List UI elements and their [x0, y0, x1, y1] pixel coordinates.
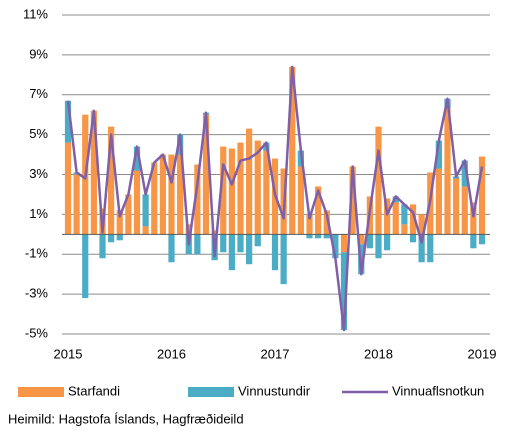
bar [461, 160, 468, 187]
bar [427, 234, 434, 263]
bar [228, 234, 235, 271]
y-tick-label: 3% [29, 166, 48, 181]
bar [349, 166, 356, 235]
bar [453, 178, 460, 235]
legend-swatch [188, 387, 234, 397]
bar [142, 194, 149, 227]
bar [315, 186, 322, 235]
bar [375, 234, 382, 259]
bar [90, 110, 97, 235]
bar [99, 234, 106, 259]
bar [280, 234, 287, 285]
bar [392, 196, 399, 203]
x-tick-label: 2018 [364, 346, 393, 361]
bar [194, 164, 201, 235]
bar [478, 156, 486, 235]
y-tick-label: 9% [29, 46, 48, 61]
bar [133, 146, 141, 171]
x-tick-label: 2017 [261, 346, 290, 361]
bar [64, 142, 72, 235]
bar [375, 126, 382, 235]
bar [220, 146, 227, 235]
bar [108, 234, 115, 243]
bar [358, 234, 365, 245]
bar [237, 142, 244, 235]
bar [142, 226, 149, 235]
bar [168, 234, 175, 263]
bar [237, 234, 244, 253]
bar [478, 234, 486, 245]
bar [64, 100, 72, 143]
legend-label: Vinnuaflsnotkun [392, 383, 484, 398]
y-tick-label: -5% [25, 325, 49, 340]
bar [73, 174, 80, 235]
bar [211, 230, 218, 235]
bar [151, 162, 158, 235]
bar [228, 148, 235, 235]
bar [271, 234, 279, 271]
x-tick-label: 2016 [157, 346, 186, 361]
bar [194, 234, 201, 255]
y-tick-label: 11% [23, 6, 48, 21]
bar [435, 140, 442, 169]
bar [263, 150, 270, 235]
bar [461, 186, 468, 235]
bar [392, 202, 399, 235]
y-tick-label: 7% [29, 86, 48, 101]
bar [168, 154, 175, 235]
y-tick-label: -3% [25, 286, 49, 301]
bar [289, 66, 296, 235]
bar [246, 128, 253, 235]
bar [116, 234, 123, 241]
legend-swatch [18, 387, 64, 397]
x-tick-label: 2015 [54, 346, 83, 361]
bar [177, 154, 184, 235]
bar [125, 194, 132, 235]
bar [116, 210, 123, 235]
bar [254, 234, 261, 247]
y-tick-label: 5% [29, 126, 48, 141]
bar [220, 234, 227, 253]
bar [409, 204, 417, 235]
bar [470, 234, 477, 249]
bar [254, 140, 261, 235]
bar [470, 202, 477, 235]
bar [418, 234, 425, 263]
source: Heimild: Hagstofa Íslands, Hagfræðideild [8, 411, 244, 426]
bar [384, 234, 391, 251]
bar [409, 234, 417, 243]
bar [108, 126, 115, 235]
bar [332, 234, 339, 259]
bar [159, 154, 166, 235]
bar [435, 168, 442, 235]
bar [306, 214, 313, 235]
bar [246, 234, 253, 265]
bar [306, 234, 313, 239]
bar [323, 234, 330, 239]
bar [401, 204, 408, 225]
bar [340, 234, 348, 253]
bar [297, 166, 304, 235]
bar [133, 170, 141, 235]
x-tick-label: 2019 [468, 346, 497, 361]
bar [366, 234, 373, 249]
legend-label: Starfandi [68, 383, 120, 398]
y-tick-label: 1% [29, 206, 48, 221]
bar [401, 224, 408, 235]
y-tick-label: -1% [25, 246, 49, 261]
line [66, 65, 484, 332]
bar [323, 210, 330, 235]
bar [384, 198, 391, 235]
bar [202, 114, 210, 235]
bar [82, 234, 89, 299]
bar [418, 214, 425, 235]
bar [444, 108, 451, 235]
legend-label: Vinnustundir [238, 383, 311, 398]
bar [315, 234, 322, 239]
bar [340, 252, 348, 331]
